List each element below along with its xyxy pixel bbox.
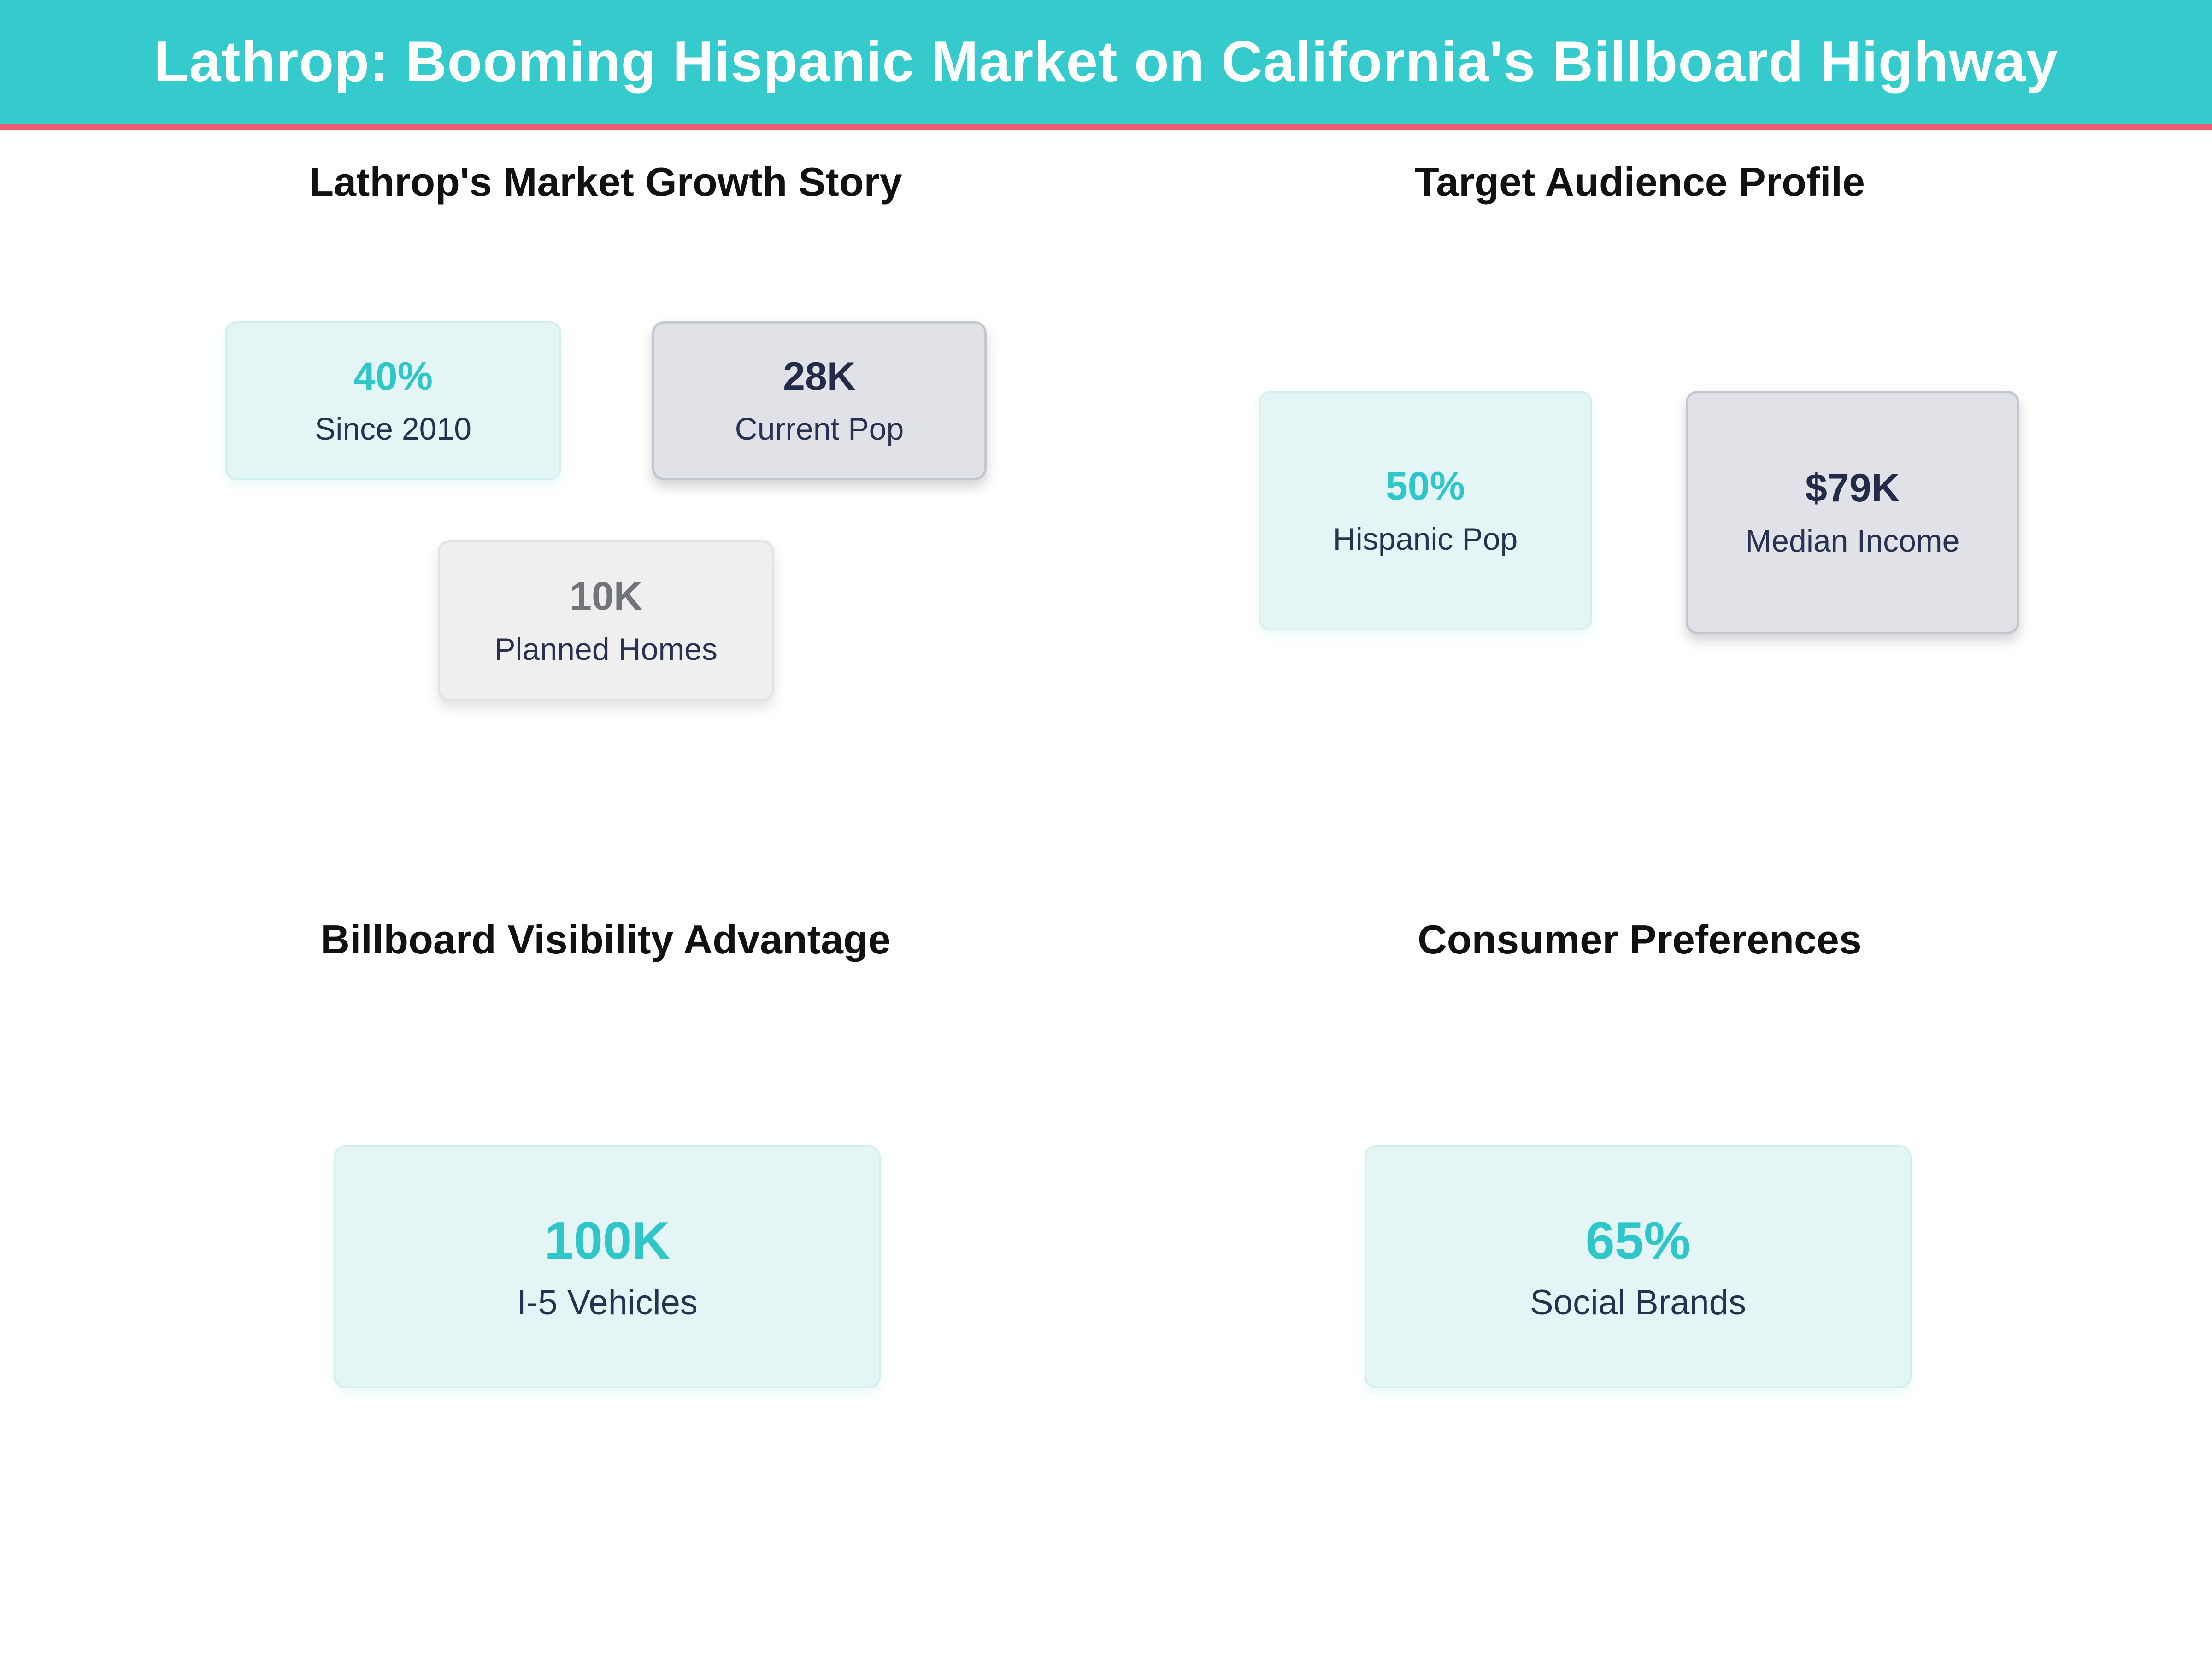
page-title: Lathrop: Booming Hispanic Market on Cali…	[153, 30, 2059, 94]
stat-card-planned-homes: 10K Planned Homes	[438, 540, 774, 701]
stat-value: 10K	[570, 574, 642, 619]
stat-value: 100K	[544, 1211, 670, 1270]
section-title-target-audience: Target Audience Profile	[1414, 159, 1865, 205]
stat-card-i5-vehicles: 100K I-5 Vehicles	[334, 1145, 881, 1388]
section-title-market-growth: Lathrop's Market Growth Story	[309, 159, 902, 205]
stat-card-hispanic-pop: 50% Hispanic Pop	[1259, 391, 1592, 630]
stat-value: 40%	[353, 354, 433, 399]
stat-value: 65%	[1585, 1211, 1691, 1270]
stat-label: Current Pop	[735, 412, 904, 447]
stat-label: Hispanic Pop	[1333, 521, 1518, 557]
section-title-billboard-visibility: Billboard Visibility Advantage	[320, 917, 891, 962]
stat-label: I-5 Vehicles	[517, 1282, 698, 1322]
stat-card-since-2010: 40% Since 2010	[225, 321, 561, 480]
stat-label: Social Brands	[1530, 1282, 1746, 1322]
stat-label: Planned Homes	[494, 631, 718, 667]
stat-value: 28K	[783, 354, 856, 399]
stat-card-median-income: $79K Median Income	[1686, 391, 2019, 634]
stat-card-current-pop: 28K Current Pop	[652, 321, 987, 480]
stat-label: Since 2010	[314, 412, 472, 447]
stat-card-social-brands: 65% Social Brands	[1365, 1145, 1912, 1388]
header-bar: Lathrop: Booming Hispanic Market on Cali…	[0, 0, 2212, 130]
stat-value: 50%	[1385, 464, 1465, 509]
stat-value: $79K	[1805, 466, 1900, 511]
section-title-consumer-preferences: Consumer Preferences	[1418, 917, 1862, 962]
stat-label: Median Income	[1745, 523, 1960, 559]
